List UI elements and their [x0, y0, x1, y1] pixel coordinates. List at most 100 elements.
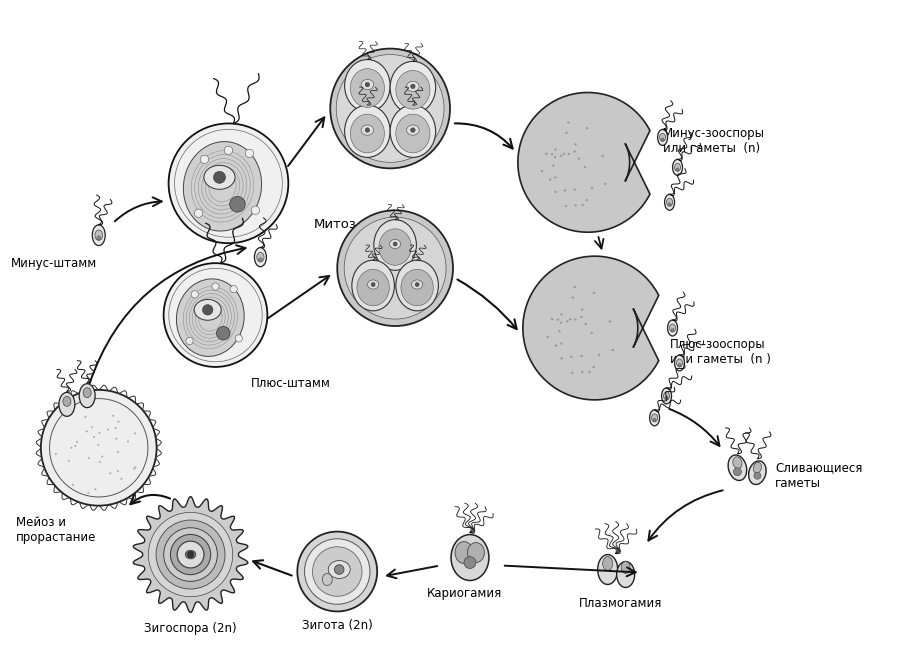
Circle shape [336, 54, 444, 163]
Ellipse shape [185, 550, 196, 559]
Circle shape [107, 429, 109, 431]
Text: Минус-зооспоры
или гаметы  (n): Минус-зооспоры или гаметы (n) [663, 128, 765, 155]
Circle shape [574, 286, 576, 288]
Circle shape [593, 292, 595, 294]
Circle shape [554, 156, 557, 159]
Circle shape [552, 164, 555, 167]
Circle shape [612, 349, 614, 351]
Ellipse shape [390, 239, 400, 249]
Ellipse shape [617, 562, 635, 587]
Circle shape [171, 534, 211, 575]
Circle shape [560, 358, 563, 360]
Circle shape [580, 355, 583, 358]
Ellipse shape [669, 324, 676, 332]
Text: Плюс-штамм: Плюс-штамм [251, 377, 331, 390]
Circle shape [591, 187, 593, 190]
Text: Мейоз и
прорастание: Мейоз и прорастание [16, 515, 96, 544]
Circle shape [117, 470, 119, 472]
Circle shape [74, 445, 76, 447]
Ellipse shape [361, 79, 373, 89]
Circle shape [555, 344, 558, 347]
Circle shape [337, 210, 453, 326]
Ellipse shape [84, 388, 91, 398]
Circle shape [169, 124, 289, 243]
Circle shape [560, 321, 562, 324]
Circle shape [97, 444, 99, 446]
Circle shape [201, 155, 209, 163]
Circle shape [252, 206, 260, 214]
Ellipse shape [390, 61, 436, 114]
Circle shape [563, 153, 565, 155]
Text: Плюс-зооспоры
или гаметы  (n ): Плюс-зооспоры или гаметы (n ) [669, 338, 770, 366]
Circle shape [84, 416, 86, 418]
Circle shape [259, 258, 262, 261]
Circle shape [187, 551, 194, 558]
Circle shape [114, 427, 116, 429]
Circle shape [88, 457, 90, 459]
Text: Митоз: Митоз [314, 218, 357, 231]
Circle shape [87, 406, 89, 408]
Circle shape [575, 204, 577, 206]
Circle shape [109, 472, 112, 474]
Circle shape [586, 199, 587, 202]
Ellipse shape [322, 573, 332, 585]
Circle shape [99, 461, 101, 463]
Circle shape [661, 138, 664, 141]
Ellipse shape [754, 462, 762, 473]
Circle shape [365, 128, 370, 132]
Circle shape [601, 155, 604, 157]
Ellipse shape [411, 280, 423, 289]
Ellipse shape [621, 562, 630, 573]
Ellipse shape [652, 414, 657, 422]
Circle shape [70, 447, 73, 449]
Ellipse shape [329, 560, 350, 579]
Circle shape [230, 196, 245, 212]
Ellipse shape [59, 392, 74, 417]
Circle shape [551, 153, 553, 155]
Ellipse shape [455, 542, 473, 564]
Circle shape [608, 321, 611, 323]
Circle shape [117, 451, 119, 453]
Circle shape [668, 203, 671, 206]
Circle shape [415, 282, 419, 286]
Circle shape [177, 541, 204, 568]
Ellipse shape [357, 269, 390, 306]
Circle shape [560, 155, 562, 157]
Text: Кариогамия: Кариогамия [428, 587, 503, 601]
Circle shape [581, 204, 584, 206]
Ellipse shape [79, 384, 95, 408]
Circle shape [371, 282, 375, 286]
Circle shape [554, 148, 557, 151]
Circle shape [344, 217, 446, 319]
Ellipse shape [93, 225, 105, 245]
Circle shape [410, 128, 415, 132]
Circle shape [754, 472, 761, 479]
Ellipse shape [204, 165, 235, 190]
Circle shape [134, 466, 136, 468]
Circle shape [551, 318, 553, 321]
Circle shape [572, 296, 574, 299]
Circle shape [213, 171, 225, 183]
Ellipse shape [673, 159, 683, 175]
Circle shape [134, 432, 136, 434]
Circle shape [148, 512, 232, 597]
Circle shape [94, 436, 95, 438]
Circle shape [86, 430, 88, 432]
Circle shape [581, 308, 584, 310]
Circle shape [102, 456, 104, 458]
Circle shape [127, 441, 129, 443]
Ellipse shape [396, 260, 439, 311]
Circle shape [547, 336, 548, 338]
Circle shape [113, 415, 114, 417]
Ellipse shape [396, 114, 430, 153]
Ellipse shape [675, 355, 685, 371]
Ellipse shape [350, 69, 384, 108]
Polygon shape [133, 497, 248, 612]
Circle shape [117, 421, 120, 423]
Circle shape [560, 313, 563, 316]
Ellipse shape [183, 142, 262, 231]
Ellipse shape [597, 554, 617, 585]
Ellipse shape [176, 279, 244, 356]
Circle shape [224, 146, 232, 155]
Circle shape [676, 168, 679, 171]
